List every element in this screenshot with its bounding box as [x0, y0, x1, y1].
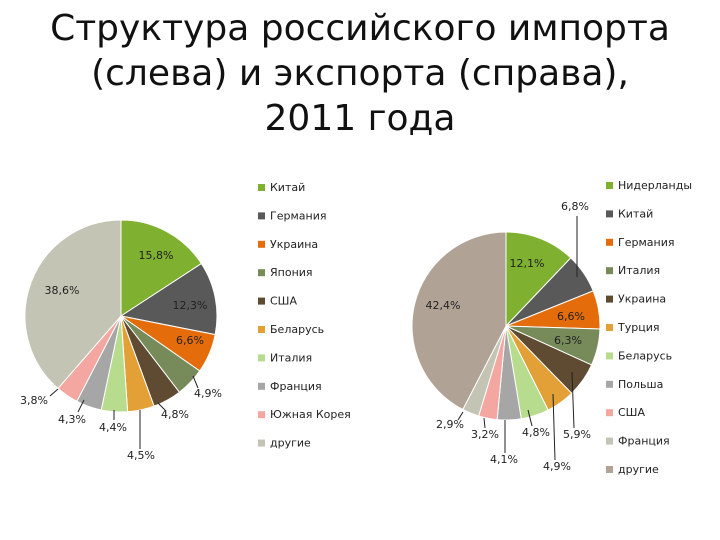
pie-1-legend-swatch-5 [258, 297, 265, 305]
pie-1-legend-swatch-3 [258, 240, 265, 248]
pie-1-legend-swatch-1 [258, 184, 265, 191]
pie-2-legend-swatch-5 [606, 295, 613, 303]
pie-1-legend-swatch-4 [258, 269, 265, 277]
pie-2-legend-swatch-11 [606, 466, 613, 473]
pie-2-legend-label-6: Турция [617, 321, 659, 334]
pie-2-legend-label-8: Польша [618, 378, 663, 391]
pie-1-data-label-7: 4,4% [99, 421, 127, 434]
pie-1-legend-swatch-9 [258, 411, 265, 419]
pie-2-data-label-6: 4,9% [543, 460, 571, 473]
pie-2-data-label-8: 4,1% [490, 453, 518, 466]
pie-2-leader-7 [527, 409, 533, 427]
pie-1-legend-label-3: Украина [270, 238, 318, 251]
pie-2-leader-6 [552, 393, 556, 461]
pie-1-legend-swatch-8 [258, 382, 265, 390]
pie-1-legend-label-5: США [270, 295, 297, 308]
pie-1-legend-label-7: Италия [270, 351, 312, 364]
pie-1-data-label-5: 4,8% [161, 408, 189, 421]
pie-2-legend-label-11: другие [618, 463, 659, 476]
page-title: Структура российского импорта (слева) и … [0, 6, 720, 141]
pie-2-slice-11 [411, 231, 507, 411]
pie-1-data-label-2: 12,3% [173, 299, 208, 312]
pie-2-data-label-2: 6,8% [561, 200, 589, 213]
pie-1-slice-1 [120, 219, 203, 317]
pie-2-legend-label-5: Украина [618, 293, 666, 306]
pie-1-legend-label-9: Южная Корея [270, 408, 351, 421]
pie-1-legend-swatch-7 [258, 354, 265, 362]
pie-1-data-label-8: 4,3% [58, 413, 86, 426]
pie-2-legend-swatch-2 [606, 210, 613, 218]
pie-1-legend-label-2: Германия [270, 209, 326, 222]
pie-2-data-label-3: 6,6% [557, 310, 585, 323]
title-line-3: 2011 года [264, 98, 456, 139]
pie-2-data-label-9: 3,2% [471, 428, 499, 441]
pie-2-legend-swatch-4 [606, 267, 613, 275]
pie-2-legend-label-9: США [618, 406, 645, 419]
pie-1-legend-swatch-10 [258, 439, 265, 447]
pie-2-legend-label-3: Германия [618, 236, 674, 249]
pie-1-slice-10 [24, 219, 122, 390]
pie-2-data-label-4: 6,3% [554, 334, 582, 347]
pie-2-slice-1 [505, 231, 572, 328]
pie-1-legend-label-1: Китай [270, 181, 305, 194]
pie-2-leader-9 [483, 417, 486, 429]
pie-1-leader-8 [77, 399, 85, 413]
pie-2-data-label-11: 42,4% [426, 299, 461, 312]
pie-1-legend-label-8: Франция [270, 380, 322, 393]
pie-2-legend-swatch-9 [606, 409, 613, 417]
pie-2-legend-label-7: Беларусь [618, 349, 672, 362]
title-line-2: (слева) и экспорта (справа), [91, 53, 629, 94]
pie-2-legend-swatch-8 [606, 380, 613, 388]
pie-2-data-label-10: 2,9% [436, 418, 464, 431]
pie-2-data-label-5: 5,9% [563, 428, 591, 441]
pie-2-data-label-7: 4,8% [522, 426, 550, 439]
pie-1-leader-9 [49, 388, 59, 397]
pie-1-data-label-9: 3,8% [20, 394, 48, 407]
pie-1-leader-4 [192, 375, 199, 389]
pie-1-legend-swatch-6 [258, 326, 265, 333]
pie-2-legend-label-10: Франция [618, 435, 670, 448]
pie-1-legend-label-10: другие [270, 437, 311, 450]
pie-2-legend-label-2: Китай [618, 207, 653, 220]
pie-1-data-label-6: 4,5% [127, 449, 155, 462]
pie-2-legend-label-4: Италия [618, 264, 660, 277]
pie-2-legend-swatch-10 [606, 437, 613, 445]
pie-1-leader-5 [157, 402, 166, 411]
pie-2-legend-swatch-7 [606, 352, 613, 360]
pie-2-leader-10 [457, 411, 464, 421]
pie-2-leader-5 [571, 371, 575, 429]
pie-1-slice-2 [119, 262, 218, 336]
pie-1-data-label-1: 15,8% [139, 249, 174, 262]
pie-1-data-label-3: 6,6% [176, 334, 204, 347]
pie-1-legend-label-4: Япония [270, 266, 313, 279]
pie-1-legend-label-6: Беларусь [270, 323, 324, 336]
title-line-1: Структура российского импорта [50, 8, 670, 49]
pie-2-legend-swatch-1 [606, 182, 613, 189]
pie-2-legend-swatch-3 [606, 238, 613, 246]
pie-2-data-label-1: 12,1% [510, 257, 545, 270]
pie-1-legend-swatch-2 [258, 212, 265, 220]
pie-1-data-label-4: 4,9% [194, 387, 222, 400]
pie-2-legend-label-1: Нидерланды [618, 179, 692, 192]
pie-1-data-label-10: 38,6% [45, 284, 80, 297]
pie-2-legend-swatch-6 [606, 324, 613, 331]
